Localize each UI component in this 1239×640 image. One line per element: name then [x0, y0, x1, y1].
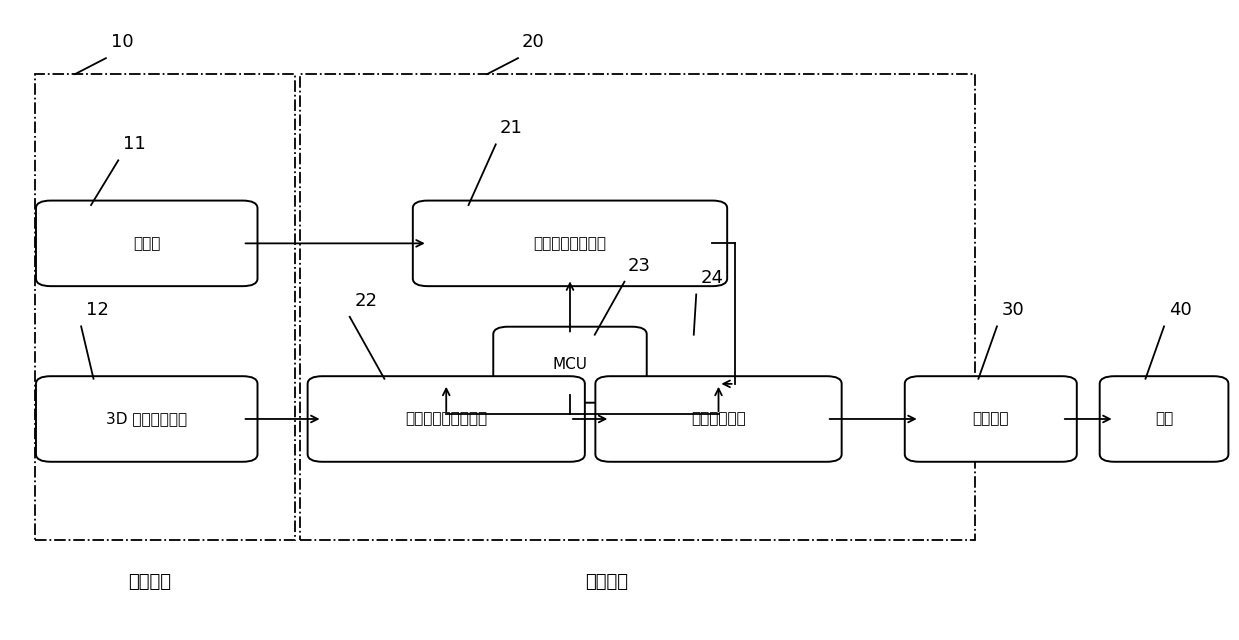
Text: 3D 视频输入单元: 3D 视频输入单元 — [107, 412, 187, 426]
FancyBboxPatch shape — [1100, 376, 1228, 462]
Text: 20: 20 — [522, 33, 544, 51]
Text: 屏幕: 屏幕 — [1155, 412, 1173, 426]
FancyBboxPatch shape — [413, 200, 727, 286]
Text: 控制器: 控制器 — [133, 236, 160, 251]
Text: 输出单元: 输出单元 — [973, 412, 1009, 426]
Text: 12: 12 — [85, 301, 109, 319]
Text: 23: 23 — [628, 257, 650, 275]
Text: 控制信号获取单元: 控制信号获取单元 — [534, 236, 607, 251]
Text: 景深调整单元: 景深调整单元 — [691, 412, 746, 426]
Bar — [300, 74, 975, 540]
Text: 30: 30 — [1001, 301, 1025, 319]
Text: 输入单元: 输入单元 — [128, 573, 171, 591]
Bar — [36, 74, 295, 540]
Text: MCU: MCU — [553, 357, 587, 372]
Text: 40: 40 — [1168, 301, 1192, 319]
FancyBboxPatch shape — [493, 326, 647, 403]
Text: 24: 24 — [701, 269, 724, 287]
FancyBboxPatch shape — [596, 376, 841, 462]
Text: 21: 21 — [499, 120, 522, 138]
Text: 10: 10 — [110, 33, 134, 51]
FancyBboxPatch shape — [904, 376, 1077, 462]
FancyBboxPatch shape — [307, 376, 585, 462]
FancyBboxPatch shape — [36, 200, 258, 286]
Text: 11: 11 — [123, 136, 146, 154]
Text: 22: 22 — [354, 292, 378, 310]
Text: 左右眼视图获取单元: 左右眼视图获取单元 — [405, 412, 487, 426]
FancyBboxPatch shape — [36, 376, 258, 462]
Text: 处理单元: 处理单元 — [586, 573, 628, 591]
